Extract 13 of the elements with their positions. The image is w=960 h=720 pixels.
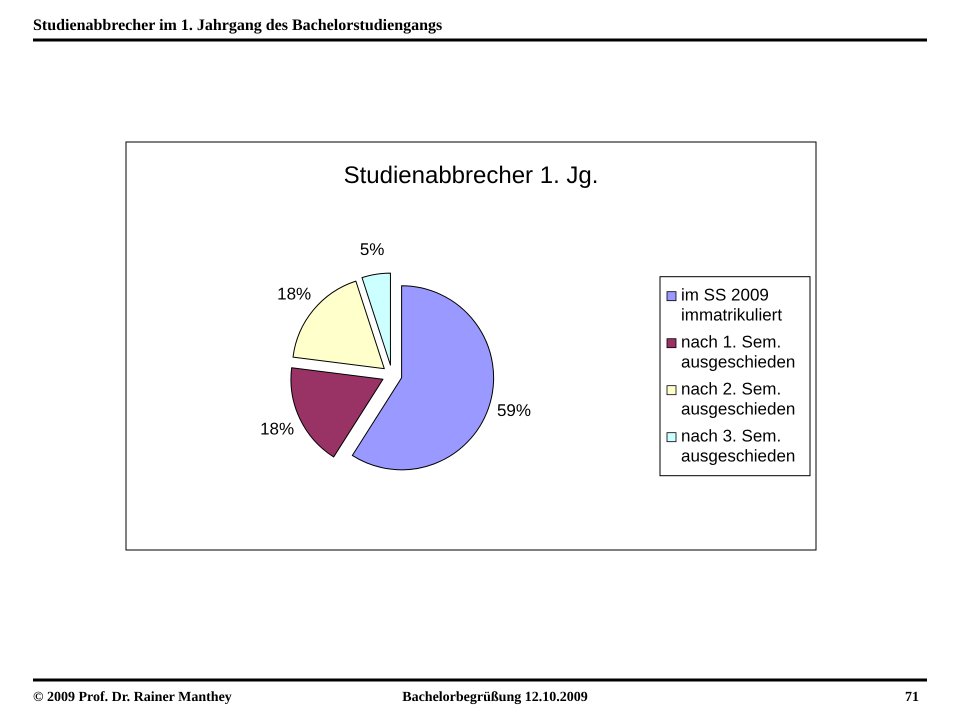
legend-label: nach 1. Sem. ausgeschieden: [681, 332, 796, 372]
data-label: 5%: [360, 240, 384, 260]
legend-label: nach 3. Sem. ausgeschieden: [681, 426, 796, 466]
text: 71: [905, 690, 919, 705]
legend-label: im SS 2009 immatrikuliert: [681, 286, 782, 325]
data-label: 18%: [277, 284, 312, 304]
text: © 2009 Prof. Dr. Rainer Manthey: [33, 690, 232, 705]
data-label: 18%: [260, 420, 294, 439]
data-label: 59%: [496, 400, 531, 420]
text: Studienabbrecher im 1. Jahrgang des Bachelorstudiengangs: [33, 17, 442, 34]
text: Bachelorbegrüßung 12.10.2009: [402, 690, 588, 705]
chart-title: Studienabbrecher 1. Jg.: [344, 162, 598, 189]
legend-label: nach 2. Sem. ausgeschieden: [681, 380, 796, 419]
